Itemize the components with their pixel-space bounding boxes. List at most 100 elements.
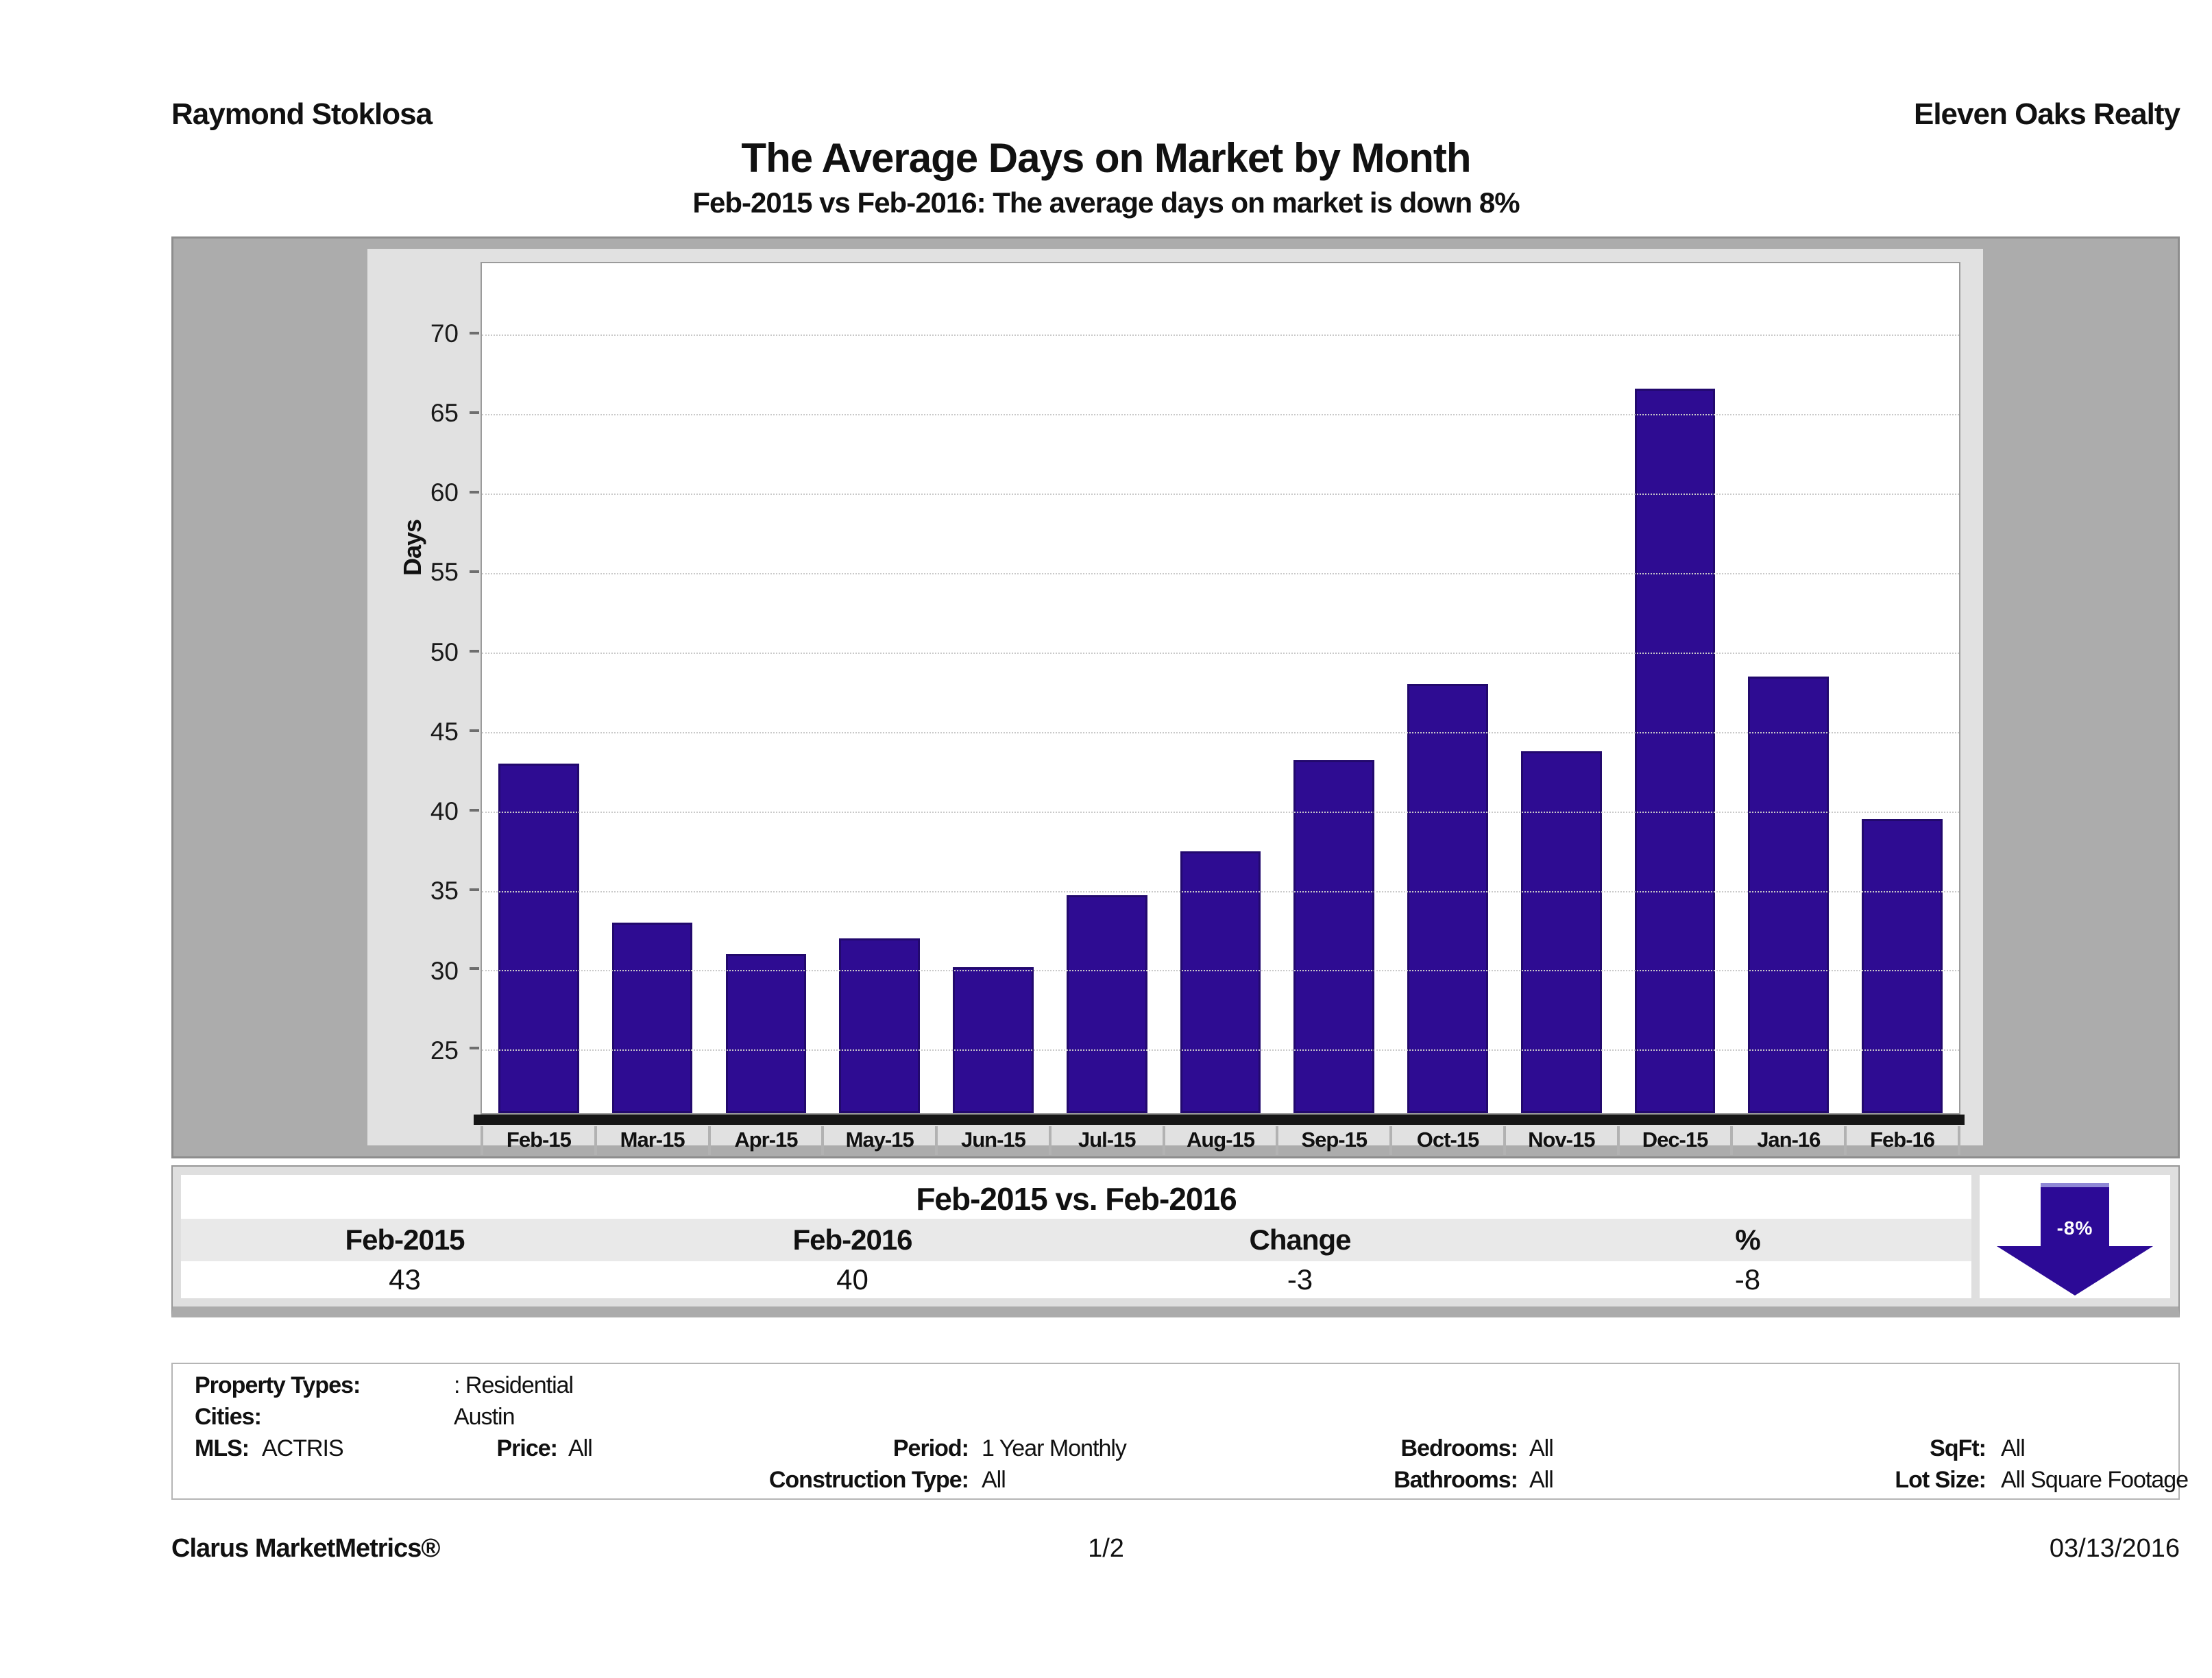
comparison-title: Feb-2015 vs. Feb-2016 (916, 1181, 1237, 1217)
construction-type-label: Construction Type: (768, 1467, 969, 1493)
bar-slot (1050, 263, 1164, 1113)
cities-label: Cities: (195, 1404, 262, 1430)
gridline-30 (482, 970, 1959, 972)
plot-area (481, 262, 1960, 1115)
period-label: Period: (892, 1435, 969, 1461)
bars (482, 263, 1959, 1113)
gridline-40 (482, 811, 1959, 813)
mls-value: ACTRIS (262, 1435, 344, 1461)
column-header: Change (1249, 1224, 1351, 1256)
bar-slot (1731, 263, 1845, 1113)
x-tick-label-Feb-16: Feb-16 (1844, 1126, 1960, 1155)
table-cell: 40 (836, 1263, 868, 1296)
y-tick-mark (470, 332, 479, 335)
y-tick-mark (470, 888, 479, 891)
y-tick-label: 70 (430, 319, 459, 348)
gridline-70 (482, 335, 1959, 337)
bar-May-15 (839, 938, 921, 1113)
sqft-label: SqFt: (1930, 1435, 1986, 1461)
bar-Feb-16 (1862, 819, 1943, 1113)
bar-Apr-15 (725, 954, 807, 1113)
footer-brand: Clarus MarketMetrics® (171, 1534, 440, 1563)
y-tick-label: 25 (430, 1036, 459, 1065)
bar-slot (1505, 263, 1618, 1113)
bar-Jun-15 (953, 966, 1034, 1113)
y-tick-label: 55 (430, 558, 459, 587)
bar-slot (709, 263, 823, 1113)
footer-date: 03/13/2016 (2049, 1534, 2180, 1563)
bar-slot (1845, 263, 1959, 1113)
y-axis-labels: 25 30 35 40 45 50 55 60 65 70 (367, 262, 459, 1115)
gridline-65 (482, 414, 1959, 416)
trend-arrow-box: -8% (1980, 1175, 2170, 1298)
y-tick-label: 40 (430, 797, 459, 826)
footer-page-number: 1/2 (1088, 1534, 1124, 1563)
y-tick-mark (470, 808, 479, 812)
x-tick-label-Apr-15: Apr-15 (707, 1126, 822, 1155)
days-on-market-chart: Days 25 30 35 40 45 50 55 60 65 70 Feb-15 Mar-15 Ap… (171, 236, 2180, 1158)
comparison-header-row: Feb-2015 Feb-2016 Change % (181, 1219, 1971, 1261)
sqft-value: All (2001, 1435, 2026, 1461)
bar-Oct-15 (1407, 684, 1488, 1113)
x-tick-label-Aug-15: Aug-15 (1162, 1126, 1276, 1155)
construction-type-value: All (982, 1467, 1006, 1493)
column-header: % (1735, 1224, 1760, 1256)
table-cell: -8 (1734, 1263, 1761, 1296)
bar-slot (1618, 263, 1732, 1113)
column-header: Feb-2015 (345, 1224, 465, 1256)
cities-value: Austin (454, 1404, 515, 1430)
price-value: All (568, 1435, 593, 1461)
bar-Jul-15 (1066, 895, 1147, 1113)
table-cell: -3 (1287, 1263, 1313, 1296)
x-tick-label-May-15: May-15 (821, 1126, 935, 1155)
bar-slot (936, 263, 1050, 1113)
mls-label: MLS: (195, 1435, 250, 1461)
x-tick-label-Jan-16: Jan-16 (1730, 1126, 1844, 1155)
y-tick-label: 45 (430, 717, 459, 746)
bar-slot (1164, 263, 1278, 1113)
gridline-55 (482, 572, 1959, 574)
down-arrow-icon (2041, 1183, 2109, 1248)
period-value: 1 Year Monthly (982, 1435, 1127, 1461)
property-types-value: : Residential (454, 1372, 574, 1398)
x-tick-label-Jul-15: Jul-15 (1048, 1126, 1163, 1155)
y-tick-mark (470, 649, 479, 653)
property-types-label: Property Types: (195, 1372, 361, 1398)
comparison-widget: Feb-2015 vs. Feb-2016 Feb-2015 Feb-2016 … (171, 1165, 2180, 1317)
y-tick-mark (470, 967, 479, 971)
y-tick-label: 65 (430, 398, 459, 427)
bar-slot (1277, 263, 1391, 1113)
bedrooms-value: All (1529, 1435, 1554, 1461)
bar-Aug-15 (1180, 851, 1261, 1113)
comparison-value-row: 43 40 -3 -8 (181, 1261, 1971, 1298)
bar-slot (596, 263, 709, 1113)
gridline-50 (482, 652, 1959, 654)
x-tick-label-Oct-15: Oct-15 (1389, 1126, 1503, 1155)
x-axis-labels: Feb-15 Mar-15 Apr-15 May-15 Jun-15 Jul-15 Aug-… (481, 1126, 1960, 1155)
chart-panel: Days 25 30 35 40 45 50 55 60 65 70 Feb-15 Mar-15 Ap… (367, 249, 1983, 1155)
column-header: Feb-2016 (792, 1224, 912, 1256)
y-tick-mark (470, 1047, 479, 1050)
x-tick-label-Mar-15: Mar-15 (594, 1126, 708, 1155)
x-tick-label-Sep-15: Sep-15 (1276, 1126, 1389, 1155)
price-label: Price: (496, 1435, 558, 1461)
y-tick-label: 35 (430, 877, 459, 905)
bar-slot (482, 263, 596, 1113)
criteria-box: Property Types: : Residential Cities: Au… (171, 1363, 2189, 1500)
bar-slot (823, 263, 936, 1113)
y-tick-mark (470, 411, 479, 415)
bathrooms-value: All (1529, 1467, 1554, 1493)
bar-Mar-15 (611, 922, 693, 1113)
bar-Jan-16 (1748, 676, 1830, 1113)
gridline-60 (482, 494, 1959, 496)
x-tick-label-Dec-15: Dec-15 (1616, 1126, 1731, 1155)
y-tick-mark (470, 729, 479, 732)
comparison-table: Feb-2015 vs. Feb-2016 Feb-2015 Feb-2016 … (181, 1175, 1971, 1298)
y-tick-mark (470, 570, 479, 573)
x-tick-label-Nov-15: Nov-15 (1503, 1126, 1617, 1155)
bathrooms-label: Bathrooms: (1394, 1467, 1518, 1493)
bar-Feb-15 (498, 764, 579, 1113)
down-arrow-head (1997, 1246, 2153, 1296)
page-subtitle: Feb-2015 vs Feb-2016: The average days o… (692, 186, 1520, 219)
